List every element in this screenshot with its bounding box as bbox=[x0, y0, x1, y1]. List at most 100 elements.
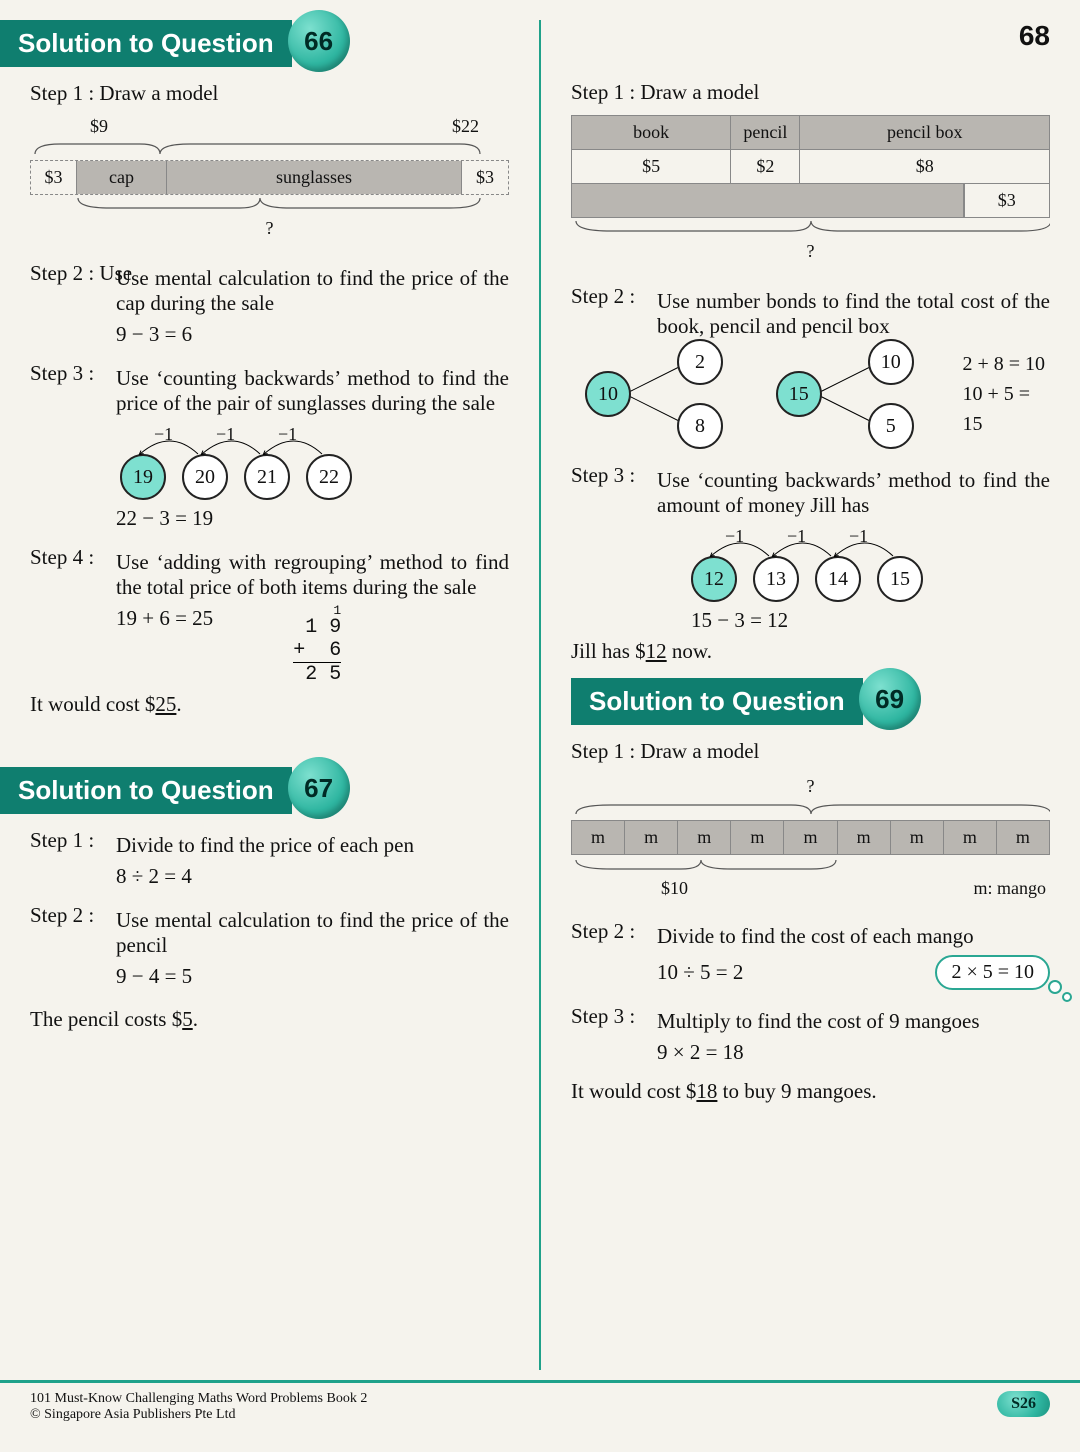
decrement: −1 bbox=[849, 526, 868, 547]
page-number-badge: S26 bbox=[997, 1391, 1050, 1417]
q68-counting-backwards: −1 −1 −1 12 13 14 15 bbox=[691, 556, 1050, 602]
bond-equations: 2 + 8 = 10 10 + 5 = 15 bbox=[962, 349, 1050, 439]
bar-cell: m bbox=[838, 821, 891, 854]
column-divider bbox=[539, 20, 541, 1370]
thought-bubble: 2 × 5 = 10 bbox=[935, 955, 1050, 990]
count-circle: 19 bbox=[120, 454, 166, 500]
right-column: 68 Step 1 : Draw a model book pencil pen… bbox=[571, 20, 1050, 1370]
equation: 19 + 6 = 25 bbox=[116, 606, 213, 631]
calc: 8 ÷ 2 = 4 bbox=[116, 864, 509, 889]
brace-top-icon bbox=[30, 141, 509, 155]
calc: 9 − 4 = 5 bbox=[116, 964, 509, 989]
calc: 9 − 3 = 6 bbox=[116, 322, 509, 347]
step-text: Use ‘counting backwards’ method to find … bbox=[657, 468, 1050, 518]
sum: 2 5 bbox=[293, 663, 341, 686]
copyright: © Singapore Asia Publishers Pte Ltd bbox=[30, 1407, 367, 1423]
q66-step4-eq: 19 + 6 = 25 1 1 9 + 6 2 5 bbox=[116, 606, 509, 686]
bond-whole: 15 bbox=[776, 371, 822, 417]
step-text: Use ‘counting backwards’ method to find … bbox=[116, 366, 509, 416]
page: Solution to Question 66 Step 1 : Draw a … bbox=[0, 0, 1080, 1380]
q68-step1: Step 1 : Draw a model bbox=[571, 80, 1050, 105]
legend: m: mango bbox=[974, 878, 1047, 899]
count-circle: 15 bbox=[877, 556, 923, 602]
decrement: −1 bbox=[278, 424, 297, 445]
count-circle: 20 bbox=[182, 454, 228, 500]
question-number-badge: 69 bbox=[859, 668, 921, 730]
step-text: Multiply to find the cost of 9 mangoes bbox=[657, 1009, 1050, 1034]
step-label: Step 2 : bbox=[30, 261, 94, 285]
bar-cell: m bbox=[572, 821, 625, 854]
answer-value: 18 bbox=[696, 1079, 717, 1103]
bar-cell: pencil box bbox=[800, 116, 1049, 149]
step-label: Step 2 : bbox=[571, 284, 635, 308]
bar-cell: m bbox=[625, 821, 678, 854]
mango-row: m m m m m m m m m bbox=[571, 820, 1050, 855]
bar-cell: m bbox=[678, 821, 731, 854]
step-text-cont: Use mental calculation to find the price… bbox=[116, 266, 509, 316]
number-bond: 10 2 8 bbox=[581, 339, 742, 449]
q66-answer: It would cost $25. bbox=[30, 692, 509, 717]
bar-cell bbox=[572, 184, 964, 217]
bar-cell: book bbox=[572, 116, 731, 149]
addend: + 6 bbox=[293, 639, 341, 662]
bond-part: 8 bbox=[677, 403, 723, 449]
vertical-addition: 1 1 9 + 6 2 5 bbox=[293, 606, 341, 686]
brace-bottom-icon bbox=[571, 859, 1050, 871]
brace-label: $22 bbox=[452, 116, 479, 137]
q68-answer: Jill has $12 now. bbox=[571, 639, 1050, 664]
banner-label: Solution to Question bbox=[589, 686, 845, 716]
bar-cell: $3 bbox=[462, 161, 508, 194]
q68-bar-model: book pencil pencil box $5 $2 $8 $3 ? bbox=[571, 115, 1050, 264]
brace-bottom-icon bbox=[571, 220, 1050, 234]
calc: 22 − 3 = 19 bbox=[116, 506, 509, 531]
brace-label: ? bbox=[30, 216, 509, 241]
q69-bar-model: ? m m m m m m m m m $10 m: mango bbox=[571, 774, 1050, 899]
question-number-badge: 67 bbox=[288, 757, 350, 819]
step-label: Step 1 : bbox=[571, 739, 635, 763]
bar-cell: $5 bbox=[572, 150, 731, 183]
calc: 10 ÷ 5 = 2 bbox=[657, 960, 743, 985]
bond-part: 5 bbox=[868, 403, 914, 449]
step-text: Draw a model bbox=[635, 739, 759, 763]
addend: 1 9 bbox=[293, 616, 341, 639]
bar-cell: m bbox=[784, 821, 837, 854]
bond-part: 10 bbox=[868, 339, 914, 385]
step-text: Divide to find the price of each pen bbox=[116, 833, 509, 858]
step-label: Step 1 : bbox=[30, 828, 94, 852]
step-label: Step 3 : bbox=[571, 1004, 635, 1028]
step-label: Step 3 : bbox=[30, 361, 94, 385]
question-number-badge: 68 bbox=[1019, 20, 1050, 52]
step-text: Draw a model bbox=[94, 81, 218, 105]
answer-value: 12 bbox=[646, 639, 667, 663]
equation: 10 + 5 = 15 bbox=[962, 379, 1050, 439]
bond-whole: 10 bbox=[585, 371, 631, 417]
bar-cell: $3 bbox=[964, 184, 1050, 217]
bar-cell: cap bbox=[77, 161, 167, 194]
bond-part: 2 bbox=[677, 339, 723, 385]
equation: 2 + 8 = 10 bbox=[962, 349, 1050, 379]
step-text: Draw a model bbox=[635, 80, 759, 104]
step-label: Step 4 : bbox=[30, 545, 94, 569]
brace-label: $9 bbox=[90, 116, 108, 137]
step-text: Divide to find the cost of each mango bbox=[657, 924, 1050, 949]
step-label: Step 2 : bbox=[571, 919, 635, 943]
q66-counting-backwards: −1 −1 −1 19 20 21 22 bbox=[120, 454, 509, 500]
decrement: −1 bbox=[216, 424, 235, 445]
bar-cell: sunglasses bbox=[167, 161, 462, 194]
solution-banner-69: Solution to Question 69 bbox=[571, 678, 863, 725]
q69-answer: It would cost $18 to buy 9 mangoes. bbox=[571, 1079, 1050, 1104]
q66-bar-model: $9 $22 $3 cap sunglasses $3 ? bbox=[30, 116, 509, 241]
answer-value: 5 bbox=[182, 1007, 193, 1031]
brace-label: $10 bbox=[661, 878, 688, 899]
decrement: −1 bbox=[154, 424, 173, 445]
q68-number-bonds: 10 2 8 15 10 5 2 + 8 = 10 10 + 5 = 15 bbox=[581, 339, 1050, 449]
q67-answer: The pencil costs $5. bbox=[30, 1007, 509, 1032]
bar-cell: m bbox=[944, 821, 997, 854]
step-label: Step 2 : bbox=[30, 903, 94, 927]
answer-value: 25 bbox=[155, 692, 176, 716]
brace-label: ? bbox=[571, 239, 1050, 264]
left-column: Solution to Question 66 Step 1 : Draw a … bbox=[30, 20, 509, 1370]
footer-text: 101 Must-Know Challenging Maths Word Pro… bbox=[30, 1391, 367, 1423]
question-number-badge: 66 bbox=[288, 10, 350, 72]
page-footer: 101 Must-Know Challenging Maths Word Pro… bbox=[0, 1380, 1080, 1443]
